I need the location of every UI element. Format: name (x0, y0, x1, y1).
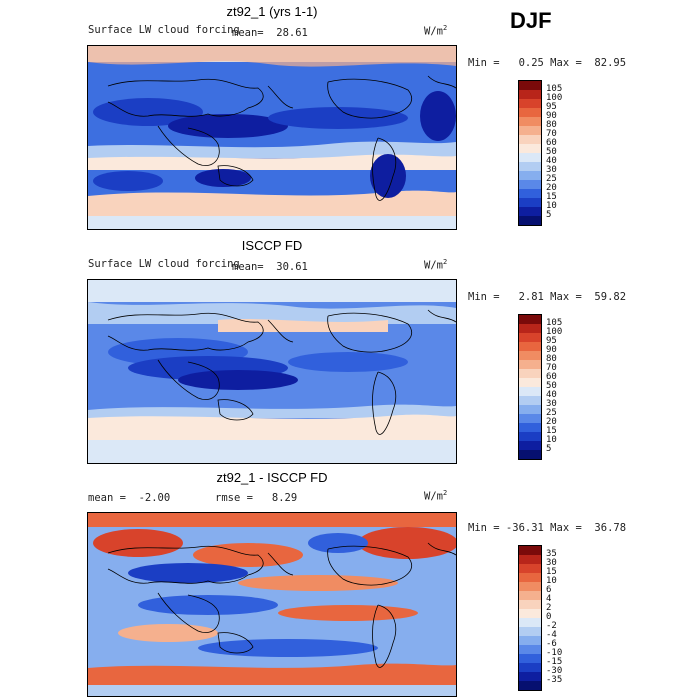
colorbar-tick-label: 105 (546, 84, 563, 94)
colorbar-tick-label: 0 (546, 612, 552, 622)
colorbar-tick-label: 80 (546, 354, 557, 364)
colorbar-tick-label: 60 (546, 372, 557, 382)
colorbar-tick-label: 100 (546, 93, 563, 103)
colorbar-tick-label: 25 (546, 174, 557, 184)
panel-1-field-svg (88, 46, 456, 229)
colorbar-tick-label: 90 (546, 111, 557, 121)
panel-3-rmse-label: rmse = 8.29 (215, 492, 298, 504)
panel-2-variable-label: Surface LW cloud forcing (88, 258, 240, 270)
panel-3-mean-label: mean = -2.00 (88, 492, 171, 504)
colorbar-tick-label: 4 (546, 594, 552, 604)
panel-1-title: zt92_1 (yrs 1-1) (226, 4, 318, 19)
panel-2-title: ISCCP FD (241, 238, 303, 253)
season-label: DJF (510, 8, 552, 33)
panel-1-min-max: Min = 0.25 Max = 82.95 (468, 57, 627, 69)
colorbar-tick-label: 90 (546, 345, 557, 355)
colorbar-tick-label: -2 (546, 621, 557, 631)
panel-3-field-svg (88, 513, 456, 696)
colorbar-tick-label: 30 (546, 165, 557, 175)
colorbar-tick-label: 15 (546, 567, 557, 577)
colorbar-tick-label: 70 (546, 129, 557, 139)
colorbar-tick-label: 10 (546, 201, 557, 211)
colorbar-tick-label: 6 (546, 585, 552, 595)
panel-2-mean-label: mean= 30.61 (232, 261, 308, 273)
panel-1-colorbar-labels: 105 100 95 90 80 70 60 50 40 30 25 20 15… (546, 84, 563, 220)
panel-3-min-max: Min = -36.31 Max = 36.78 (468, 522, 627, 534)
panel-1-variable-label: Surface LW cloud forcing (88, 24, 240, 36)
panel-3-title: zt92_1 - ISCCP FD (216, 470, 328, 485)
panel-1-colorbar (518, 80, 542, 226)
colorbar-tick-label: 10 (546, 435, 557, 445)
panel-2-min-max: Min = 2.81 Max = 59.82 (468, 291, 627, 303)
colorbar-tick-label: 30 (546, 558, 557, 568)
colorbar-tick-label: 50 (546, 147, 557, 157)
colorbar-tick-label: 40 (546, 156, 557, 166)
colorbar-tick-label: 60 (546, 138, 557, 148)
colorbar-tick-label: 100 (546, 327, 563, 337)
colorbar-tick-label: 20 (546, 183, 557, 193)
colorbar-tick-label: 10 (546, 576, 557, 586)
colorbar-tick-label: -35 (546, 675, 563, 685)
colorbar-tick-label: 5 (546, 444, 552, 454)
colorbar-tick-label: -30 (546, 666, 563, 676)
colorbar-tick-label: 5 (546, 210, 552, 220)
colorbar-tick-label: 15 (546, 426, 557, 436)
panel-2-field-svg (88, 280, 456, 463)
panel-3-colorbar-labels: 35 30 15 10 6 4 2 0 -2 -4 -6 -10 -15 -30… (546, 549, 563, 685)
panel-3-units: W/m2 (424, 489, 448, 503)
colorbar-tick-label: 20 (546, 417, 557, 427)
panel-3-map (87, 512, 457, 697)
panel-2-colorbar (518, 314, 542, 460)
colorbar-tick-label: 95 (546, 336, 557, 346)
colorbar-tick-label: 35 (546, 549, 557, 559)
colorbar-tick-label: 80 (546, 120, 557, 130)
panel-1-mean-label: mean= 28.61 (232, 27, 308, 39)
colorbar-tick-label: 40 (546, 390, 557, 400)
panel-2-units: W/m2 (424, 258, 448, 272)
colorbar-tick-label: 15 (546, 192, 557, 202)
colorbar-tick-label: -10 (546, 648, 563, 658)
panel-3-colorbar (518, 545, 542, 691)
colorbar-tick-label: -15 (546, 657, 563, 667)
panel-1-units: W/m2 (424, 24, 448, 38)
colorbar-tick-label: 95 (546, 102, 557, 112)
colorbar-tick-label: -4 (546, 630, 557, 640)
colorbar-tick-label: 30 (546, 399, 557, 409)
colorbar-tick-label: 25 (546, 408, 557, 418)
panel-1-map (87, 45, 457, 230)
colorbar-tick-label: 70 (546, 363, 557, 373)
colorbar-tick-label: -6 (546, 639, 557, 649)
panel-2-map (87, 279, 457, 464)
colorbar-tick-label: 105 (546, 318, 563, 328)
colorbar-tick-label: 50 (546, 381, 557, 391)
colorbar-tick-label: 2 (546, 603, 552, 613)
panel-2-colorbar-labels: 105 100 95 90 80 70 60 50 40 30 25 20 15… (546, 318, 563, 454)
